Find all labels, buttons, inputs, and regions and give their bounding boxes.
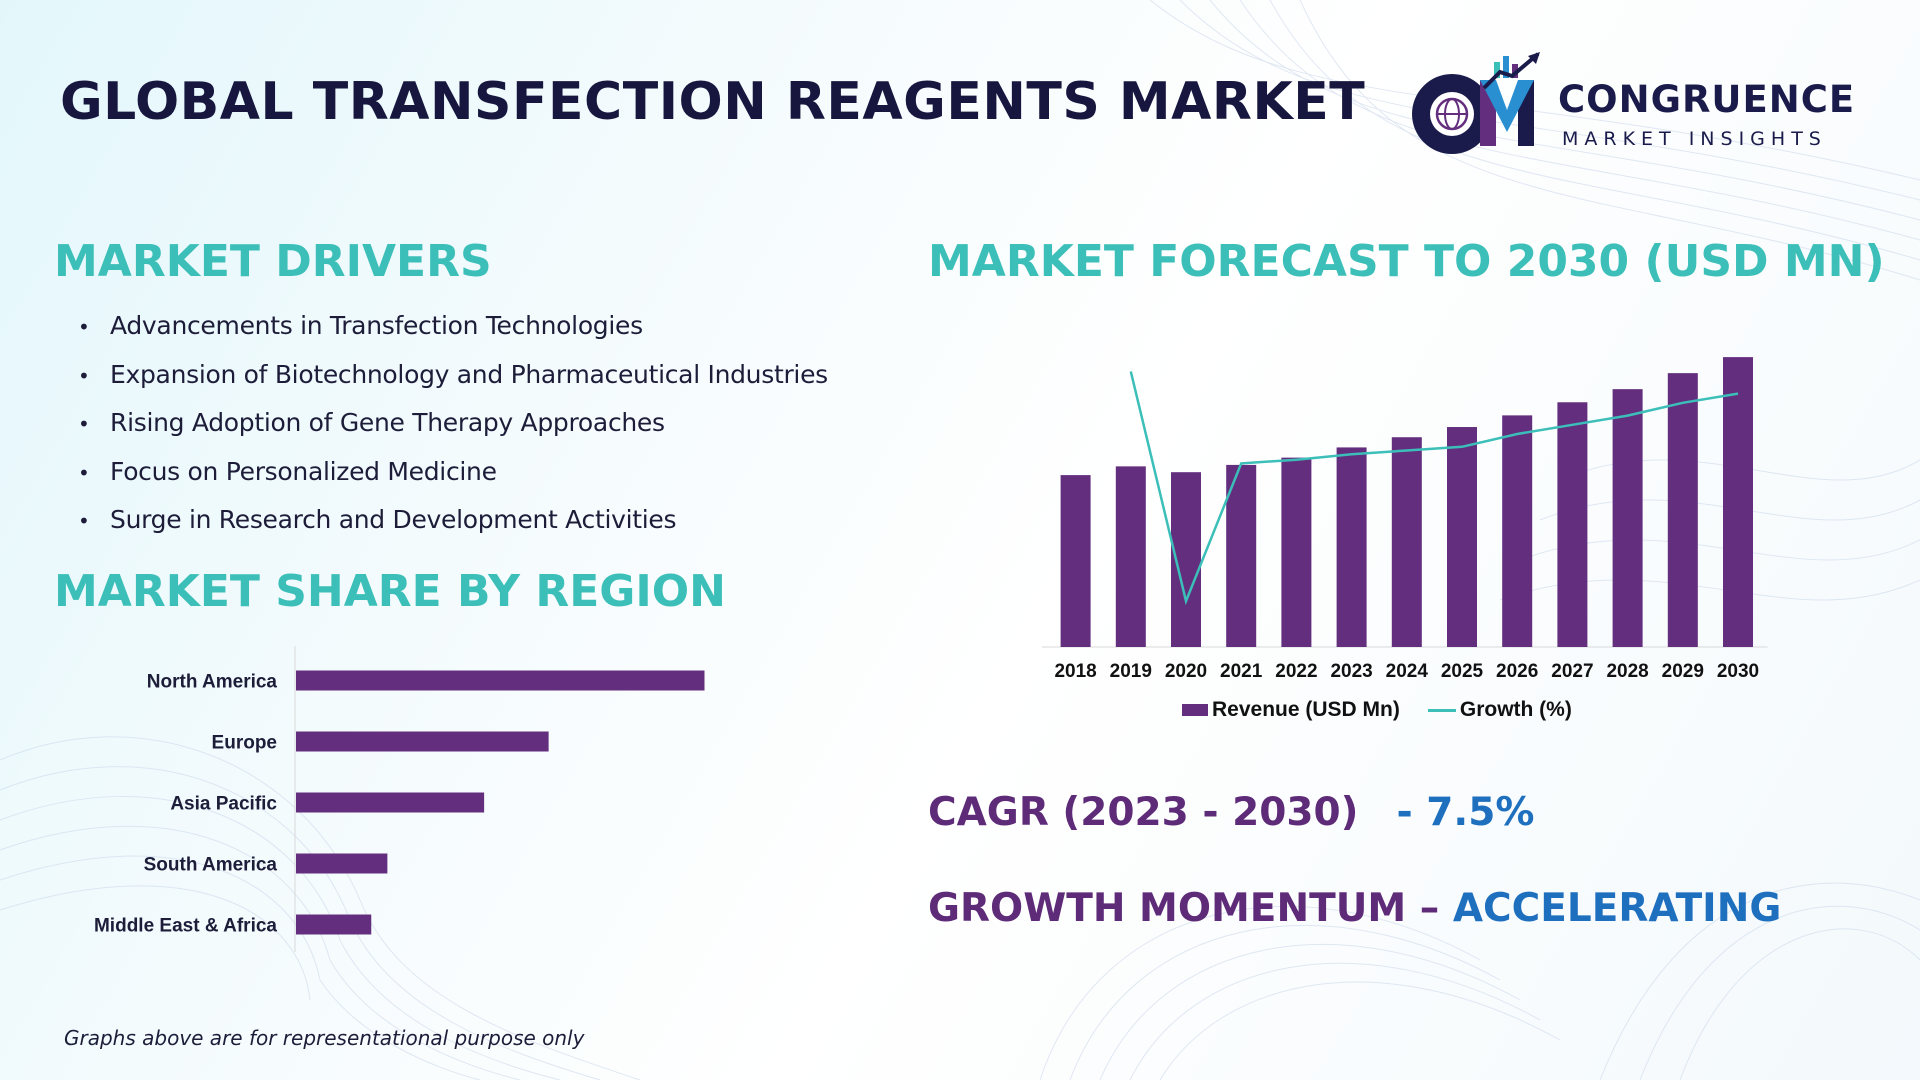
revenue-bar	[1447, 427, 1477, 647]
market-share-region-title: MARKET SHARE BY REGION	[54, 566, 726, 617]
region-bar	[296, 670, 705, 691]
revenue-bar	[1557, 402, 1588, 647]
revenue-bar	[1667, 373, 1698, 647]
legend-label-growth: Growth (%)	[1459, 698, 1572, 721]
revenue-bar	[1226, 464, 1257, 647]
revenue-bar	[1502, 415, 1533, 647]
driver-item: • Advancements in Transfection Technologi…	[78, 306, 828, 355]
driver-text: Rising Adoption of Gene Therapy Approach…	[110, 408, 665, 437]
region-tick-label: Middle East & Africa	[94, 916, 277, 937]
footnote: Graphs above are for representational pu…	[64, 1026, 585, 1050]
year-tick-label: 2025	[1441, 661, 1484, 682]
cagr-value: - 7.5%	[1396, 790, 1535, 835]
cagr-statement: CAGR (2023 - 2030) - 7.5%	[928, 790, 1534, 835]
growth-momentum-statement: GROWTH MOMENTUM – ACCELERATING	[928, 886, 1781, 931]
driver-text: Expansion of Biotechnology and Pharmaceu…	[110, 359, 828, 389]
year-tick-label: 2024	[1386, 661, 1429, 682]
growth-line	[1129, 371, 1739, 606]
region-bar	[296, 914, 372, 935]
driver-item: • Rising Adoption of Gene Therapy Approac…	[78, 403, 828, 452]
forecast-legend: Revenue (USD Mn) Growth (%)	[1182, 698, 1572, 722]
region-bar	[296, 731, 549, 752]
driver-text: Surge in Research and Development Activi…	[110, 505, 677, 534]
driver-item: • Surge in Research and Development Activ…	[78, 500, 828, 549]
year-tick-label: 2020	[1165, 661, 1207, 682]
brand-name: CONGRUENCE	[1558, 78, 1856, 121]
year-tick-label: 2028	[1606, 661, 1648, 682]
bullet-icon: •	[78, 315, 90, 339]
market-drivers-title: MARKET DRIVERS	[54, 236, 492, 287]
bullet-icon: •	[78, 412, 90, 436]
revenue-bar	[1612, 389, 1643, 647]
market-drivers-list: • Advancements in Transfection Technologi…	[78, 306, 828, 549]
year-tick-label: 2019	[1110, 661, 1152, 682]
legend-item-growth: Growth (%)	[1427, 698, 1572, 722]
page-title: GLOBAL TRANSFECTION REAGENTS MARKET	[60, 72, 1366, 132]
cm-logo-mark	[1412, 52, 1540, 154]
momentum-value: ACCELERATING	[1452, 886, 1782, 931]
year-tick-label: 2027	[1551, 661, 1593, 682]
brand-tagline: MARKET INSIGHTS	[1562, 128, 1827, 150]
revenue-bar	[1723, 357, 1753, 647]
region-share-bar-chart: North America Europe Asia Pacific South Ame…	[94, 646, 705, 952]
cagr-label: CAGR (2023 - 2030)	[928, 790, 1359, 835]
revenue-bar	[1336, 447, 1367, 647]
region-tick-label: North America	[147, 672, 278, 693]
revenue-bar	[1391, 437, 1422, 647]
year-tick-label: 2030	[1717, 661, 1759, 682]
year-tick-label: 2018	[1054, 661, 1096, 682]
region-bar	[296, 792, 485, 813]
legend-item-revenue: Revenue (USD Mn)	[1182, 698, 1400, 722]
driver-item: • Expansion of Biotechnology and Pharmace…	[78, 355, 828, 404]
momentum-label: GROWTH MOMENTUM –	[928, 886, 1453, 931]
revenue-bar	[1115, 466, 1146, 647]
year-tick-label: 2021	[1220, 661, 1263, 682]
region-tick-label: Asia Pacific	[170, 794, 277, 815]
market-forecast-title: MARKET FORECAST TO 2030 (USD MN)	[928, 236, 1885, 287]
year-tick-label: 2026	[1496, 661, 1538, 682]
bullet-icon: •	[78, 363, 90, 388]
driver-text: Focus on Personalized Medicine	[110, 456, 497, 486]
market-forecast-chart: 2018 2019 2020 2021 2022 2023 2024 2025 2026 2027…	[1042, 357, 1768, 682]
year-tick-label: 2023	[1330, 661, 1372, 682]
brand-logo: CONGRUENCE MARKET INSIGHTS	[1400, 52, 1880, 162]
legend-swatch-revenue	[1182, 704, 1208, 716]
driver-text: Advancements in Transfection Technologie…	[110, 311, 643, 340]
region-tick-label: South America	[144, 855, 278, 876]
region-tick-label: Europe	[212, 733, 277, 754]
bullet-icon: •	[78, 509, 90, 533]
year-tick-label: 2022	[1275, 661, 1317, 682]
region-bar	[296, 853, 388, 874]
driver-item: • Focus on Personalized Medicine	[78, 452, 828, 501]
bullet-icon: •	[78, 460, 90, 485]
year-tick-label: 2029	[1662, 661, 1704, 682]
legend-swatch-growth	[1427, 708, 1456, 712]
legend-label-revenue: Revenue (USD Mn)	[1212, 698, 1400, 721]
revenue-bar	[1060, 475, 1091, 647]
revenue-bar	[1281, 457, 1312, 647]
